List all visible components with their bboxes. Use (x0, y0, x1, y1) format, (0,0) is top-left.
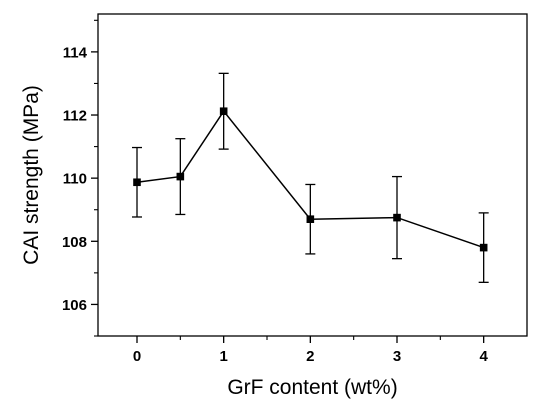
data-series (132, 72, 489, 283)
data-point (133, 178, 141, 187)
y-tick-label: 110 (63, 171, 87, 188)
x-tick-label: 1 (219, 348, 227, 365)
data-point (176, 172, 185, 181)
y-tick-label: 114 (63, 44, 88, 61)
plot-frame (97, 13, 528, 337)
x-axis-label: GrF content (wt%) (227, 376, 397, 399)
data-point (306, 215, 315, 223)
y-axis-ticks: 106 108 110 112 114 (62, 19, 98, 337)
data-point (393, 213, 401, 222)
y-tick-label: 106 (62, 297, 87, 314)
x-axis-ticks: 0 1 2 3 4 (133, 336, 488, 365)
data-point (479, 243, 488, 252)
y-axis-label: CAI strength (MPa) (20, 85, 43, 265)
x-tick-label: 4 (479, 348, 488, 365)
x-tick-label: 3 (393, 348, 401, 365)
x-tick-label: 2 (306, 348, 314, 365)
x-tick-label: 0 (133, 348, 141, 365)
y-tick-label: 112 (63, 108, 87, 125)
series-line (136, 109, 484, 249)
y-tick-label: 108 (62, 234, 87, 251)
data-point (219, 107, 228, 116)
